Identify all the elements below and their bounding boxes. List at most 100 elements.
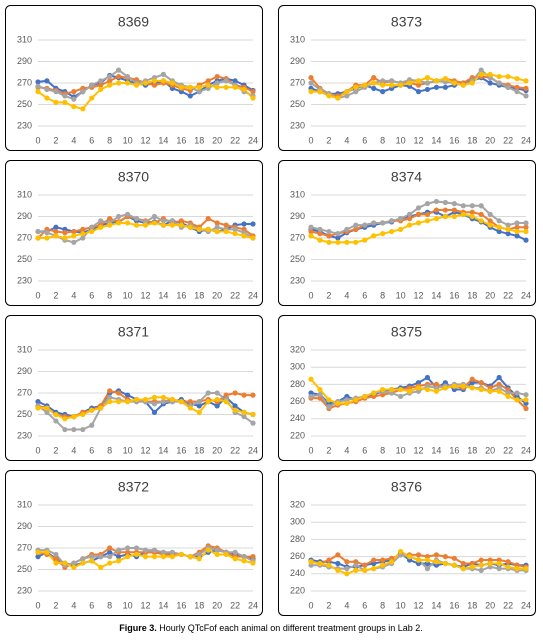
x-tick-label: 2 [53, 600, 58, 610]
x-tick-label: 20 [485, 445, 495, 455]
data-point [415, 220, 422, 226]
data-point [335, 231, 341, 237]
y-tick-label: 310 [17, 189, 32, 199]
data-point [151, 394, 158, 400]
data-point [415, 557, 422, 563]
chart-title: 8373 [391, 14, 422, 30]
data-point [205, 399, 211, 405]
panel-frame [278, 5, 536, 151]
x-tick-label: 12 [140, 290, 150, 300]
data-point [151, 220, 158, 226]
data-point [196, 89, 202, 95]
x-tick-label: 0 [35, 135, 40, 145]
data-point [178, 218, 184, 224]
data-point [433, 84, 440, 90]
data-point [116, 547, 122, 553]
data-point [424, 201, 431, 207]
data-point [80, 556, 86, 562]
data-point [214, 551, 220, 558]
data-point [344, 93, 350, 99]
data-point [44, 95, 50, 101]
data-point [151, 78, 158, 84]
data-point [124, 73, 131, 80]
x-tick-label: 24 [248, 445, 258, 455]
data-point [187, 84, 193, 90]
data-point [460, 82, 466, 88]
y-tick-label: 230 [290, 120, 305, 130]
y-tick-label: 290 [17, 521, 32, 531]
data-point [433, 388, 440, 394]
data-point [187, 224, 193, 230]
data-point [523, 397, 529, 403]
data-point [478, 203, 484, 209]
data-point [523, 566, 529, 572]
data-point [389, 559, 395, 565]
data-point [308, 224, 314, 230]
data-point [353, 222, 359, 228]
x-tick-label: 22 [230, 135, 240, 145]
data-point [107, 73, 113, 80]
data-point [478, 67, 484, 73]
y-tick-label: 220 [290, 430, 305, 440]
panel-frame [278, 160, 536, 306]
x-tick-label: 16 [176, 290, 186, 300]
data-point [326, 557, 332, 563]
y-tick-label: 320 [290, 344, 305, 354]
chart-title: 8374 [391, 169, 422, 185]
x-tick-label: 4 [344, 445, 349, 455]
x-tick-label: 6 [89, 445, 94, 455]
chart-title: 8372 [118, 479, 149, 495]
data-point [107, 78, 113, 84]
data-point [380, 557, 386, 563]
data-point [397, 216, 404, 222]
data-point [514, 228, 520, 235]
data-point [241, 409, 247, 415]
data-point [371, 220, 377, 226]
data-point [523, 405, 529, 412]
data-point [460, 383, 466, 389]
data-point [505, 231, 511, 237]
x-tick-label: 20 [212, 600, 222, 610]
data-point [107, 560, 113, 566]
data-point [442, 560, 448, 567]
data-point [133, 216, 140, 222]
data-point [505, 84, 511, 90]
data-point [344, 226, 350, 232]
panel-frame [5, 160, 263, 306]
data-point [116, 73, 122, 80]
y-tick-label: 220 [290, 585, 305, 595]
data-point [53, 228, 59, 235]
y-tick-label: 230 [17, 120, 32, 130]
caption-label: Figure 3. [119, 623, 157, 633]
data-point [406, 216, 413, 222]
data-point [232, 226, 238, 232]
data-point [62, 99, 68, 105]
x-tick-label: 24 [248, 135, 258, 145]
data-point [214, 547, 220, 553]
x-tick-label: 12 [140, 135, 150, 145]
data-point [424, 86, 431, 93]
data-point [169, 222, 175, 228]
data-point [326, 239, 332, 245]
data-point [514, 566, 520, 572]
data-point [353, 89, 359, 95]
data-point [214, 73, 220, 80]
data-point [523, 93, 529, 99]
x-tick-label: 16 [176, 445, 186, 455]
data-point [98, 82, 104, 88]
x-tick-label: 2 [326, 445, 331, 455]
data-point [178, 551, 184, 558]
data-point [178, 399, 184, 405]
data-point [487, 211, 493, 217]
data-point [344, 400, 350, 406]
data-point [380, 562, 386, 568]
data-point [35, 554, 41, 560]
data-point [250, 95, 256, 101]
data-point [107, 549, 113, 555]
x-tick-label: 10 [396, 445, 406, 455]
data-point [98, 78, 104, 84]
data-point [344, 89, 350, 95]
